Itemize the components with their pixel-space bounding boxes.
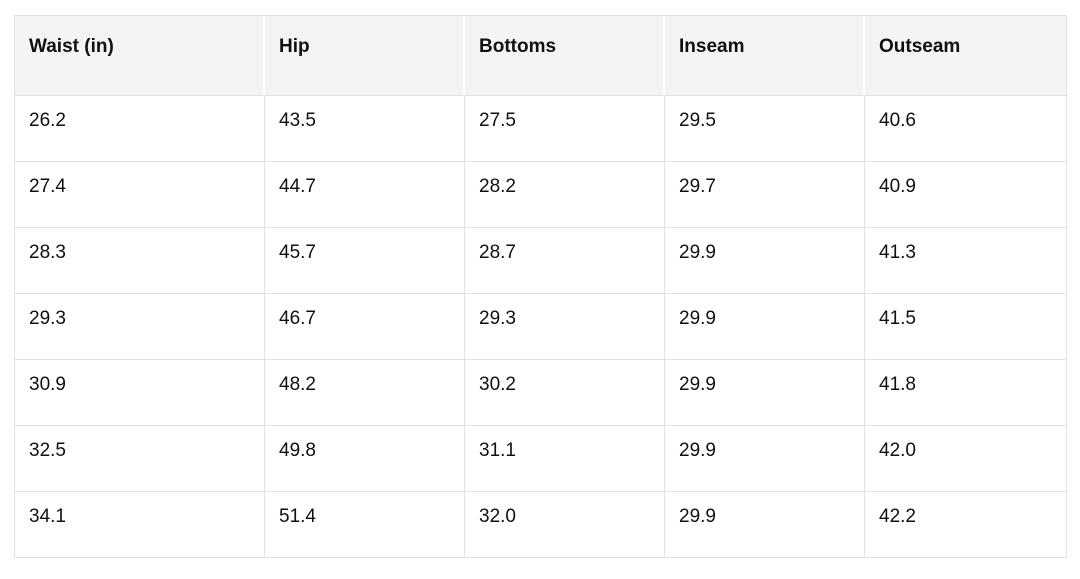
column-header-bottoms: Bottoms	[465, 16, 665, 95]
cell-inseam: 29.9	[665, 425, 865, 491]
cell-hip: 48.2	[265, 359, 465, 425]
cell-inseam: 29.5	[665, 95, 865, 161]
cell-bottoms: 31.1	[465, 425, 665, 491]
cell-waist: 32.5	[15, 425, 265, 491]
cell-outseam: 42.2	[865, 491, 1066, 557]
size-chart-table: Waist (in) Hip Bottoms Inseam Outseam 26…	[14, 15, 1067, 558]
cell-hip: 51.4	[265, 491, 465, 557]
table-row: 34.1 51.4 32.0 29.9 42.2	[15, 491, 1066, 557]
cell-bottoms: 32.0	[465, 491, 665, 557]
cell-waist: 27.4	[15, 161, 265, 227]
cell-inseam: 29.9	[665, 227, 865, 293]
table-row: 26.2 43.5 27.5 29.5 40.6	[15, 95, 1066, 161]
cell-outseam: 41.3	[865, 227, 1066, 293]
table-header-row: Waist (in) Hip Bottoms Inseam Outseam	[15, 16, 1066, 95]
cell-outseam: 40.6	[865, 95, 1066, 161]
cell-bottoms: 29.3	[465, 293, 665, 359]
cell-waist: 30.9	[15, 359, 265, 425]
cell-hip: 43.5	[265, 95, 465, 161]
cell-outseam: 42.0	[865, 425, 1066, 491]
cell-outseam: 41.5	[865, 293, 1066, 359]
table-body: 26.2 43.5 27.5 29.5 40.6 27.4 44.7 28.2 …	[15, 95, 1066, 557]
cell-bottoms: 30.2	[465, 359, 665, 425]
table-row: 28.3 45.7 28.7 29.9 41.3	[15, 227, 1066, 293]
cell-waist: 26.2	[15, 95, 265, 161]
cell-inseam: 29.7	[665, 161, 865, 227]
cell-hip: 46.7	[265, 293, 465, 359]
column-header-outseam: Outseam	[865, 16, 1066, 95]
table-header: Waist (in) Hip Bottoms Inseam Outseam	[15, 16, 1066, 95]
column-header-waist: Waist (in)	[15, 16, 265, 95]
cell-waist: 34.1	[15, 491, 265, 557]
cell-bottoms: 27.5	[465, 95, 665, 161]
cell-hip: 45.7	[265, 227, 465, 293]
cell-hip: 44.7	[265, 161, 465, 227]
cell-inseam: 29.9	[665, 293, 865, 359]
cell-inseam: 29.9	[665, 359, 865, 425]
cell-hip: 49.8	[265, 425, 465, 491]
table-row: 29.3 46.7 29.3 29.9 41.5	[15, 293, 1066, 359]
cell-waist: 29.3	[15, 293, 265, 359]
cell-bottoms: 28.7	[465, 227, 665, 293]
size-chart-container: Waist (in) Hip Bottoms Inseam Outseam 26…	[14, 15, 1067, 558]
column-header-inseam: Inseam	[665, 16, 865, 95]
table-row: 27.4 44.7 28.2 29.7 40.9	[15, 161, 1066, 227]
cell-outseam: 40.9	[865, 161, 1066, 227]
cell-bottoms: 28.2	[465, 161, 665, 227]
column-header-hip: Hip	[265, 16, 465, 95]
cell-outseam: 41.8	[865, 359, 1066, 425]
cell-inseam: 29.9	[665, 491, 865, 557]
cell-waist: 28.3	[15, 227, 265, 293]
table-row: 30.9 48.2 30.2 29.9 41.8	[15, 359, 1066, 425]
table-row: 32.5 49.8 31.1 29.9 42.0	[15, 425, 1066, 491]
